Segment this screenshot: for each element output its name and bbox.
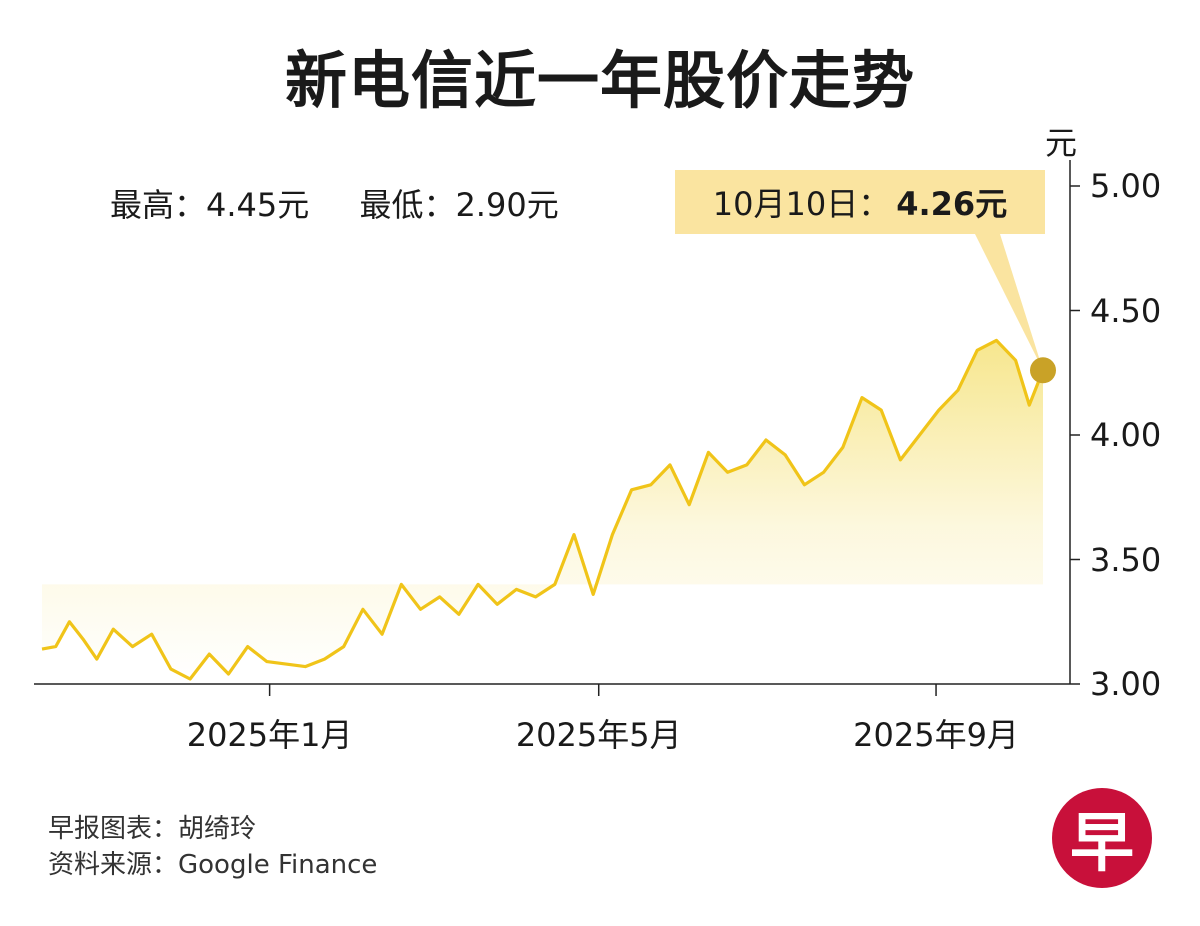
chart-title: 新电信近一年股价走势 xyxy=(284,44,915,117)
low-price-label: 最低：2.90元 xyxy=(359,186,559,224)
latest-price-callout: 10月10日： 4.26元 xyxy=(675,170,1045,234)
y-tick-label: 4.00 xyxy=(1090,416,1162,454)
high-price-label: 最高：4.45元 xyxy=(110,186,310,224)
y-tick-label: 5.00 xyxy=(1090,167,1162,205)
latest-price-marker xyxy=(1030,357,1056,384)
x-tick-label: 2025年1月 xyxy=(186,716,353,754)
callout-date: 10月10日： xyxy=(712,185,891,223)
callout-pointer xyxy=(975,234,1043,371)
y-tick-label: 3.00 xyxy=(1090,665,1162,703)
chart-credit: 早报图表：胡绮玲 xyxy=(48,814,257,844)
y-tick-label: 4.50 xyxy=(1090,291,1162,330)
price-stats: 最高：4.45元 最低：2.90元 xyxy=(110,180,599,226)
y-axis-unit: 元 xyxy=(1045,124,1078,162)
callout-value: 4.26元 xyxy=(896,185,1008,223)
price-line xyxy=(41,338,1045,681)
price-area-fill xyxy=(42,340,1043,679)
y-tick-label: 3.50 xyxy=(1090,540,1162,579)
x-tick-label: 2025年5月 xyxy=(515,716,682,754)
x-tick-label: 2025年9月 xyxy=(853,716,1019,754)
data-source: 资料来源：Google Finance xyxy=(48,850,378,880)
zaobao-logo: 早 xyxy=(1052,788,1152,888)
